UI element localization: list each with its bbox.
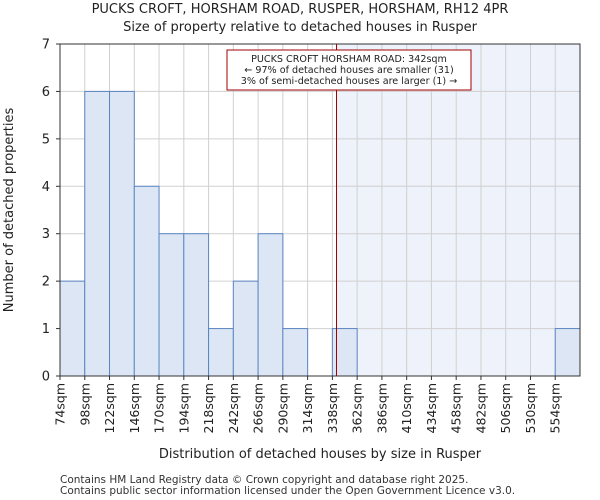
y-tick-label: 2 [42, 275, 50, 290]
bar [257, 233, 284, 377]
x-tick-label: 530sqm [523, 383, 538, 433]
y-axis-label: Number of detached properties [2, 108, 17, 313]
footer-licence: Contains public sector information licen… [60, 485, 516, 497]
chart-subtitle: Size of property relative to detached ho… [123, 20, 477, 35]
bar [554, 328, 581, 377]
bar [109, 90, 135, 377]
y-tick-label: 0 [42, 370, 50, 385]
x-tick-label: 458sqm [449, 383, 464, 433]
footer-copyright: Contains HM Land Registry data © Crown c… [60, 474, 469, 486]
annotation-line: 3% of semi-detached houses are larger (1… [241, 76, 458, 87]
x-tick-label: 410sqm [399, 383, 414, 433]
x-tick-label: 146sqm [127, 383, 142, 433]
bar [208, 328, 234, 377]
x-tick-label: 362sqm [350, 383, 365, 433]
x-tick-label: 98sqm [77, 383, 92, 426]
annotation-line: ← 97% of detached houses are smaller (31… [244, 65, 453, 76]
y-tick-label: 4 [42, 180, 50, 195]
x-tick-label: 482sqm [473, 383, 488, 433]
x-tick-label: 338sqm [325, 383, 340, 433]
x-tick-label: 122sqm [102, 383, 117, 433]
x-tick-label: 554sqm [548, 383, 563, 433]
y-tick-label: 1 [42, 322, 50, 337]
y-tick-label: 5 [42, 132, 50, 147]
x-tick-label: 242sqm [226, 383, 241, 433]
x-tick-label: 434sqm [424, 383, 439, 433]
y-tick-label: 6 [42, 85, 50, 100]
y-tick-label: 3 [42, 227, 50, 242]
bar [282, 328, 309, 377]
highlight-region [336, 44, 580, 376]
annotation-box [226, 49, 472, 91]
x-tick-label: 386sqm [374, 383, 389, 433]
x-tick-label: 74sqm [53, 383, 68, 426]
bar [133, 185, 160, 377]
x-tick-label: 194sqm [176, 383, 191, 433]
x-tick-label: 290sqm [275, 383, 290, 433]
x-tick-label: 506sqm [498, 383, 513, 433]
x-tick-label: 170sqm [152, 383, 167, 433]
x-tick-label: 266sqm [251, 383, 266, 433]
x-axis-label: Distribution of detached houses by size … [159, 447, 482, 462]
bar [84, 90, 111, 377]
bar [232, 280, 259, 377]
y-tick-label: 7 [42, 38, 50, 53]
bar [158, 233, 185, 377]
x-tick-label: 218sqm [201, 383, 216, 433]
x-tick-label: 314sqm [300, 383, 315, 433]
annotation-line: PUCKS CROFT HORSHAM ROAD: 342sqm [251, 54, 447, 65]
plot-frame [59, 43, 581, 377]
bar [59, 280, 86, 377]
bar [183, 233, 210, 377]
chart-title: PUCKS CROFT, HORSHAM ROAD, RUSPER, HORSH… [91, 2, 509, 17]
